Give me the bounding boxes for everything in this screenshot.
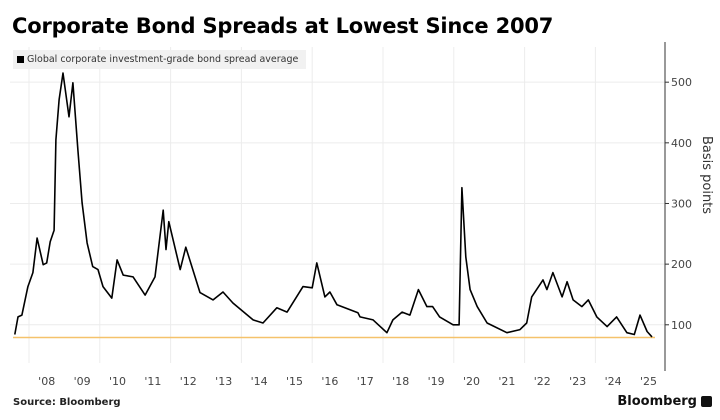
chart-title: Corporate Bond Spreads at Lowest Since 2…: [12, 14, 554, 38]
x-tick-label: '17: [357, 375, 374, 388]
x-tick-label: '15: [286, 375, 303, 388]
y-tick-label: 400: [671, 137, 692, 150]
bloomberg-logo-icon: [701, 396, 712, 407]
x-tick-label: '11: [144, 375, 161, 388]
brand-logo: Bloomberg: [617, 394, 712, 409]
source-note: Source: Bloomberg: [13, 397, 121, 408]
y-tick-label: 100: [671, 319, 692, 332]
x-tick-label: '19: [428, 375, 445, 388]
y-tick-label: 500: [671, 76, 692, 89]
x-tick-label: '25: [640, 375, 657, 388]
legend-label: Global corporate investment-grade bond s…: [27, 54, 299, 65]
x-tick-label: '12: [180, 375, 197, 388]
x-tick-label: '20: [463, 375, 480, 388]
x-tick-label: '24: [605, 375, 622, 388]
x-tick-label: '13: [215, 375, 232, 388]
y-axis-label: Basis points: [699, 136, 714, 214]
legend-swatch: [17, 56, 24, 63]
x-tick-label: '16: [321, 375, 338, 388]
series-line: [14, 72, 653, 338]
x-tick-label: '23: [569, 375, 586, 388]
y-tick-label: 300: [671, 197, 692, 210]
x-tick-label: '21: [498, 375, 515, 388]
legend: Global corporate investment-grade bond s…: [13, 50, 307, 69]
brand-name: Bloomberg: [617, 394, 697, 409]
x-tick-label: '18: [392, 375, 409, 388]
x-tick-label: '14: [251, 375, 268, 388]
x-tick-label: '09: [74, 375, 91, 388]
y-tick-label: 200: [671, 258, 692, 271]
x-tick-label: '08: [38, 375, 55, 388]
x-tick-label: '22: [534, 375, 551, 388]
x-tick-label: '10: [109, 375, 126, 388]
